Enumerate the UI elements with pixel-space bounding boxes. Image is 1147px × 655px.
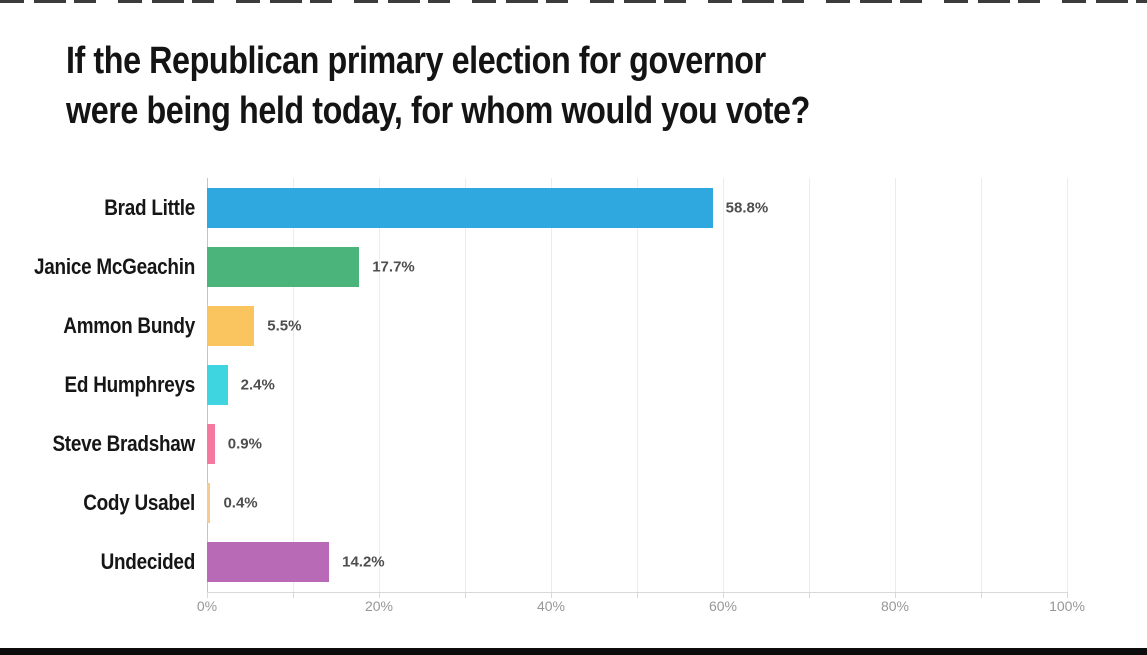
category-label: Ed Humphreys bbox=[64, 371, 196, 397]
value-label: 58.8% bbox=[725, 199, 769, 217]
plot-area: 58.8% 17.7% 5.5% 2.4% 0.9% 0.4% 14.2% bbox=[207, 178, 1068, 598]
bar-row: 17.7% bbox=[207, 237, 1067, 296]
gridline bbox=[809, 178, 810, 592]
axis-tick bbox=[1067, 592, 1068, 598]
bar bbox=[207, 187, 713, 228]
value-label: 2.4% bbox=[240, 376, 275, 394]
bar bbox=[207, 246, 360, 287]
x-tick-label: 80% bbox=[880, 598, 910, 614]
bar-row: 0.4% bbox=[207, 474, 1067, 533]
axis-tick bbox=[379, 592, 380, 598]
axis-tick bbox=[895, 592, 896, 598]
gridline bbox=[465, 178, 466, 592]
chart-title-line2: were being held today, for whom would yo… bbox=[66, 90, 810, 132]
gridline bbox=[981, 178, 982, 592]
bar-row: 58.8% bbox=[207, 178, 1067, 237]
category-label: Undecided bbox=[100, 549, 196, 575]
value-label: 0.4% bbox=[223, 494, 258, 512]
axis-tick bbox=[207, 592, 208, 598]
category-label: Steve Bradshaw bbox=[52, 431, 196, 457]
gridline bbox=[637, 178, 638, 592]
value-label: 5.5% bbox=[267, 317, 302, 335]
category-label: Ammon Bundy bbox=[63, 312, 195, 338]
gridline bbox=[293, 178, 294, 592]
x-tick-label: 100% bbox=[1049, 598, 1085, 614]
axis-tick bbox=[551, 592, 552, 598]
top-crop-artifact bbox=[0, 0, 1147, 3]
axis-tick bbox=[723, 592, 724, 598]
bar-row: 14.2% bbox=[207, 533, 1067, 592]
gridline bbox=[379, 178, 380, 592]
axis-tick bbox=[465, 592, 466, 598]
gridline bbox=[895, 178, 896, 592]
bar bbox=[207, 483, 211, 524]
bar-row: 0.9% bbox=[207, 415, 1067, 474]
x-tick-label: 60% bbox=[708, 598, 738, 614]
gridline bbox=[1067, 178, 1068, 592]
bar-chart: Brad Little Janice McGeachin Ammon Bundy Ed… bbox=[0, 178, 1147, 614]
axis-tick bbox=[809, 592, 810, 598]
x-tick-label: 0% bbox=[196, 598, 218, 614]
chart-title: If the Republican primary election for g… bbox=[66, 36, 810, 136]
bar bbox=[207, 424, 215, 465]
category-label: Brad Little bbox=[104, 194, 195, 220]
category-label: Janice McGeachin bbox=[34, 253, 195, 279]
x-axis: 0% 20% 40% 60% 80% 100% bbox=[197, 598, 1085, 620]
value-label: 14.2% bbox=[342, 553, 385, 571]
x-tick-label: 20% bbox=[364, 598, 394, 614]
axis-tick bbox=[637, 592, 638, 598]
value-label: 17.7% bbox=[372, 258, 415, 276]
value-label: 0.9% bbox=[227, 435, 262, 453]
category-label: Cody Usabel bbox=[83, 490, 195, 516]
axis-tick bbox=[293, 592, 294, 598]
bar bbox=[207, 305, 255, 346]
category-labels: Brad Little Janice McGeachin Ammon Bundy Ed… bbox=[0, 178, 195, 592]
gridline bbox=[551, 178, 552, 592]
axis-tick bbox=[981, 592, 982, 598]
x-tick-label: 40% bbox=[536, 598, 566, 614]
chart-title-line1: If the Republican primary election for g… bbox=[66, 40, 766, 82]
bar bbox=[207, 542, 330, 583]
bar bbox=[207, 364, 228, 405]
bar-row: 5.5% bbox=[207, 296, 1067, 355]
bottom-crop-bar bbox=[0, 648, 1147, 655]
gridline bbox=[723, 178, 724, 592]
bar-row: 2.4% bbox=[207, 355, 1067, 414]
